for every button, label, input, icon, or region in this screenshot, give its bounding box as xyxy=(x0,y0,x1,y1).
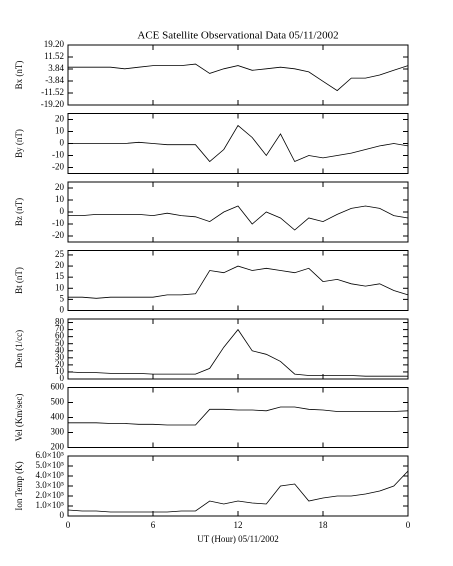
y-axis-label: Bx (nT) xyxy=(14,61,24,90)
y-tick-label: 500 xyxy=(51,397,65,407)
y-tick-label: 0 xyxy=(60,510,65,520)
y-tick-label: 5.0×10⁵ xyxy=(36,460,64,470)
y-tick-label: 0 xyxy=(60,305,65,315)
y-tick-label: 50 xyxy=(55,338,65,348)
y-tick-label: 0 xyxy=(60,138,65,148)
y-tick-label: -10 xyxy=(52,150,64,160)
y-tick-label: 20 xyxy=(55,182,65,192)
panel-frame xyxy=(67,387,409,448)
y-axis-label: Vel (Km/sec) xyxy=(14,394,24,442)
data-line xyxy=(68,205,409,231)
y-tick-label: 3.0×10⁵ xyxy=(36,480,64,490)
panel-frame xyxy=(67,455,409,517)
y-tick-label: 0 xyxy=(60,373,65,383)
y-tick-label: 4.0×10⁵ xyxy=(36,470,64,480)
x-tick-label: 6 xyxy=(151,520,156,530)
y-tick-label: 300 xyxy=(51,427,65,437)
y-tick-label: 600 xyxy=(51,382,65,392)
y-tick-label: 25 xyxy=(55,249,65,259)
y-tick-label: 10 xyxy=(55,366,65,376)
data-line xyxy=(68,63,409,92)
y-tick-label: 30 xyxy=(55,352,65,362)
data-line xyxy=(68,406,409,426)
y-axis-label: Den (1/cc) xyxy=(14,330,24,368)
y-tick-label: 5 xyxy=(60,293,65,303)
y-tick-label: 1.0×10⁵ xyxy=(36,500,64,510)
y-axis-label: Bt (nT) xyxy=(14,267,24,294)
y-axis-label: Ion Temp (K) xyxy=(14,461,24,510)
y-axis-label: By (nT) xyxy=(14,129,24,158)
y-tick-label: 15 xyxy=(55,271,65,281)
x-tick-label: 18 xyxy=(319,520,329,530)
y-tick-label: 6.0×10⁵ xyxy=(36,450,64,460)
y-tick-label: -10 xyxy=(52,218,64,228)
y-tick-label: 200 xyxy=(51,442,65,452)
y-tick-label: -19.20 xyxy=(41,99,65,109)
x-tick-label: 12 xyxy=(234,520,243,530)
y-tick-label: 2.0×10⁵ xyxy=(36,490,64,500)
y-tick-label: 0 xyxy=(60,206,65,216)
y-tick-label: 20 xyxy=(55,359,65,369)
y-tick-label: 3.84 xyxy=(48,63,64,73)
y-tick-label: 70 xyxy=(55,324,65,334)
data-line xyxy=(68,265,409,299)
panel-frame xyxy=(67,250,409,311)
data-line xyxy=(67,328,408,377)
x-tick-label: 0 xyxy=(66,520,71,530)
y-tick-label: 19.20 xyxy=(44,39,65,49)
panel-frame xyxy=(67,181,409,243)
y-tick-label: -20 xyxy=(52,162,64,172)
panel-frame xyxy=(67,44,409,106)
y-tick-label: 10 xyxy=(55,126,65,136)
x-axis-label: UT (Hour) 05/11/2002 xyxy=(197,534,279,544)
panel-frame xyxy=(67,318,409,380)
y-tick-label: 80 xyxy=(55,317,65,327)
y-tick-label: 20 xyxy=(55,114,65,124)
y-axis-label: Bz (nT) xyxy=(14,198,24,226)
y-tick-label: 40 xyxy=(55,345,65,355)
y-tick-label: 10 xyxy=(55,282,65,292)
y-tick-label: 10 xyxy=(55,194,65,204)
y-tick-label: -20 xyxy=(52,230,64,240)
data-line xyxy=(68,124,409,163)
y-tick-label: 20 xyxy=(55,260,65,270)
chart-title: ACE Satellite Observational Data 05/11/2… xyxy=(137,30,338,42)
y-tick-label: -11.52 xyxy=(41,87,64,97)
y-tick-label: 400 xyxy=(51,412,65,422)
y-tick-label: 60 xyxy=(55,331,65,341)
data-line xyxy=(67,470,409,513)
x-tick-label: 0 xyxy=(406,520,411,530)
y-tick-label: -3.84 xyxy=(45,75,64,85)
y-tick-label: 11.52 xyxy=(44,51,64,61)
